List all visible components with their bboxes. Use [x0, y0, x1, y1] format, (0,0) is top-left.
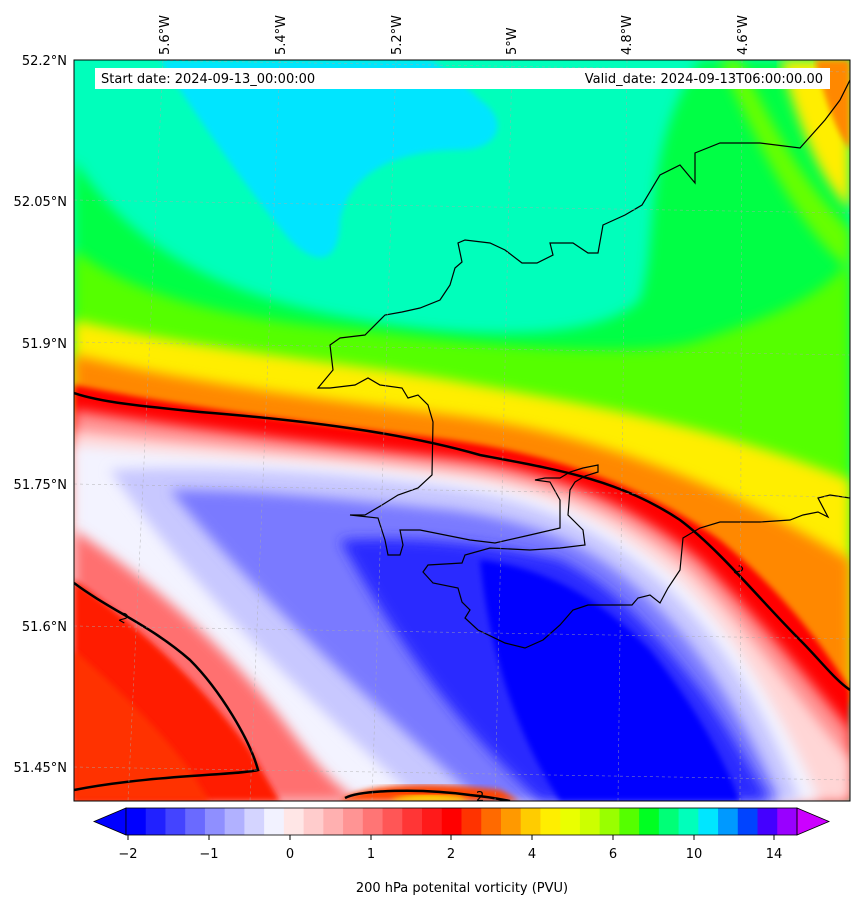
date-banner [95, 68, 830, 89]
colorbar-segment [185, 808, 206, 835]
colorbar-ticks: −2 −1 0 1 2 4 6 10 14 [118, 835, 782, 862]
start-date-text: Start date: 2024-09-13_00:00:00 [101, 72, 315, 87]
colorbar-segment [422, 808, 443, 835]
lon-tick-label: 5°W [505, 27, 520, 55]
colorbar-segment [441, 808, 462, 835]
colorbar-label: 200 hPa potenital vorticity (PVU) [356, 881, 568, 896]
colorbar-tick-label: 1 [367, 847, 375, 862]
colorbar-tick-label: 14 [766, 847, 783, 862]
colorbar-tick-label: 0 [286, 847, 294, 862]
field-core-blue [480, 560, 740, 801]
colorbar-frame [125, 807, 798, 836]
lon-tick-labels: 5.6°W 5.4°W 5.2°W 5°W 4.8°W 4.6°W [158, 15, 751, 55]
colorbar-segment [579, 808, 601, 835]
lat-tick-label: 51.75°N [14, 478, 67, 493]
gridline-lon-2 [249, 60, 281, 801]
lat-tick-labels: 52.2°N 52.05°N 51.9°N 51.75°N 51.6°N 51.… [14, 54, 67, 776]
coastline-north [316, 79, 850, 649]
colorbar-tick-label: −1 [199, 847, 218, 862]
colorbar-segment [540, 808, 561, 835]
colorbar-segment [777, 808, 798, 835]
gridline-lon-1 [127, 60, 164, 801]
colorbar-segment [481, 808, 502, 835]
lon-tick-label: 5.6°W [158, 15, 173, 55]
colorbar-tick-label: −2 [118, 847, 137, 862]
colorbar-segment [757, 808, 778, 835]
colorbar-segment [224, 808, 245, 835]
colorbar-segment [362, 808, 384, 835]
pv-2-contours [74, 391, 850, 801]
colorbar-extend-high [796, 807, 831, 836]
colorbar-segment [165, 808, 186, 835]
colorbar-tick-label: 6 [609, 847, 617, 862]
colorbar-tick-label: 4 [528, 847, 536, 862]
colorbar-segment [639, 808, 660, 835]
colorbar-segment [599, 808, 620, 835]
colorbar-segment [718, 808, 739, 835]
field-orange-sw [74, 650, 210, 801]
lat-tick-label: 52.2°N [22, 54, 67, 69]
lon-tick-label: 4.6°W [736, 15, 751, 55]
contour-southwest [74, 581, 260, 792]
colorbar-segment [737, 808, 759, 835]
colorbar-segment [560, 808, 581, 835]
colorbar-tick-label: 2 [447, 847, 455, 862]
colorbar-segment [204, 808, 226, 835]
colorbar-segments [126, 808, 798, 835]
colorbar-segment [678, 808, 699, 835]
coastline [316, 79, 850, 649]
lon-tick-label: 4.8°W [620, 15, 635, 55]
colorbar-segment [658, 808, 680, 835]
colorbar-segment [402, 808, 423, 835]
valid-date-text: Valid_date: 2024-09-13T06:00:00.00 [585, 72, 823, 87]
lon-tick-label: 5.4°W [274, 15, 289, 55]
gridlines [74, 60, 850, 801]
colorbar-segment [461, 808, 482, 835]
contour-north [74, 391, 850, 692]
field-bottom-blob [340, 784, 520, 801]
colorbar-segment [145, 808, 166, 835]
colorbar-segment [264, 808, 285, 835]
colorbar-segment [520, 808, 541, 835]
colorbar-segment [303, 808, 324, 835]
contour-label-south: 2 [476, 790, 484, 805]
colorbar-segment [343, 808, 364, 835]
lat-tick-label: 51.6°N [22, 620, 67, 635]
colorbar: −2 −1 0 1 2 4 6 10 14 [92, 807, 831, 862]
colorbar-segment [382, 808, 403, 835]
lat-tick-label: 52.05°N [14, 195, 67, 210]
map-frame [73, 59, 851, 802]
colorbar-extend-low [92, 807, 127, 836]
lon-tick-label: 5.2°W [390, 15, 405, 55]
field-green-ne [720, 60, 850, 270]
colorbar-segment [500, 808, 522, 835]
colorbar-segment [323, 808, 344, 835]
lat-tick-label: 51.45°N [14, 761, 67, 776]
pv-field [74, 60, 850, 801]
field-cyan-blob [160, 60, 498, 258]
colorbar-segment [619, 808, 640, 835]
colorbar-tick-label: 10 [686, 847, 703, 862]
colorbar-segment [698, 808, 719, 835]
colorbar-segment [283, 808, 305, 835]
contour-south [344, 789, 511, 801]
colorbar-segment [126, 808, 147, 835]
lat-tick-label: 51.9°N [22, 337, 67, 352]
colorbar-segment [244, 808, 265, 835]
field-bottom-blob-yellow [390, 794, 470, 801]
